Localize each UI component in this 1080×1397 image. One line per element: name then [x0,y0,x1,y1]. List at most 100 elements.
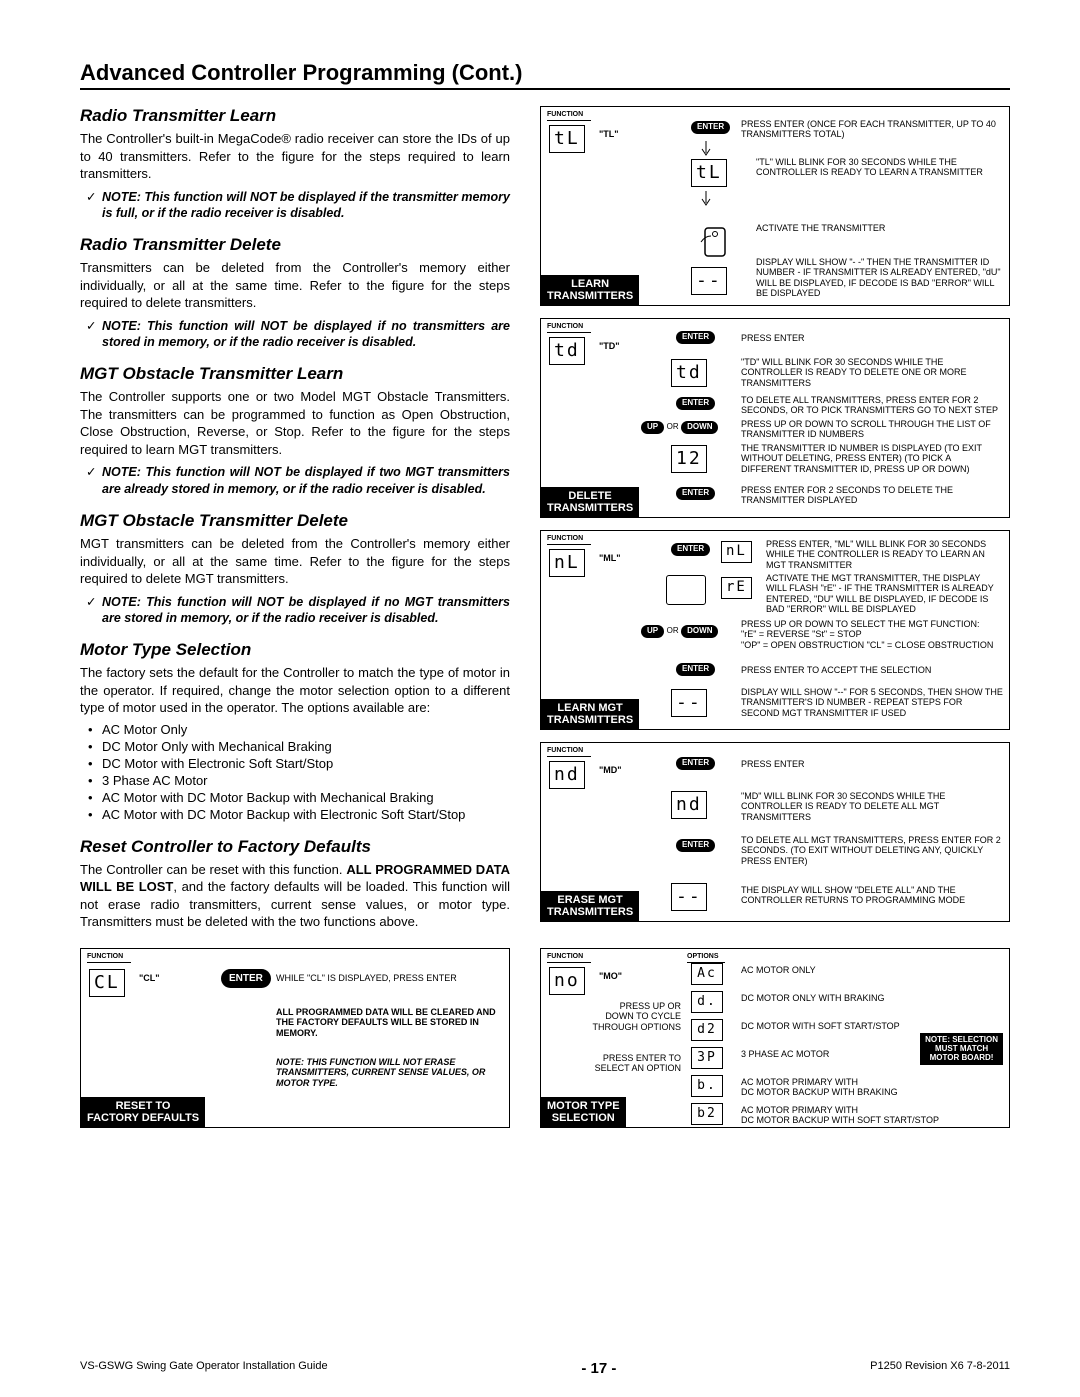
enter-pill: ENTER [671,543,710,556]
function-label: FUNCTION [547,953,591,963]
motor-opt-label: AC MOTOR PRIMARY WITH DC MOTOR BACKUP WI… [741,1105,1003,1126]
del-t4: PRESS UP OR DOWN TO SCROLL THROUGH THE L… [741,419,1003,440]
learn-t1: PRESS ENTER (ONCE FOR EACH TRANSMITTER, … [741,119,1003,140]
seg-ml-2: nL [721,541,752,563]
function-label: FUNCTION [547,111,591,121]
code-mo: "MO" [599,971,622,981]
enter-pill: ENTER [676,331,715,344]
page-title: Advanced Controller Programming (Cont.) [80,60,1010,90]
seg-md-2: nd [671,791,707,819]
code-td: "TD" [599,341,620,351]
enter-pill: ENTER [221,969,271,988]
bottom-row: FUNCTION CL "CL" ENTER WHILE "CL" IS DIS… [80,948,1010,1140]
rtl-head: Radio Transmitter Learn [80,106,510,126]
motl-note: NOTE: This function will NOT be displaye… [80,464,510,497]
bullet: AC Motor with DC Motor Backup with Elect… [102,806,510,823]
motor-opt-seg: b2 [691,1103,723,1125]
motor-opt-seg: 3P [691,1047,723,1069]
code-tl: "TL" [599,129,619,139]
up-pill: UP [641,625,664,638]
bullet: 3 Phase AC Motor [102,772,510,789]
enter-pill: ENTER [676,757,715,770]
seg-cl: CL [89,969,125,997]
seg-md: nd [549,761,585,789]
seg-re: rE [721,577,752,599]
footer-left: VS-GSWG Swing Gate Operator Installation… [80,1360,328,1377]
motor-opt-label: DC MOTOR ONLY WITH BRAKING [741,993,1003,1003]
motor-notebox: NOTE: SELECTION MUST MATCH MOTOR BOARD! [920,1033,1003,1065]
bullet: AC Motor with DC Motor Backup with Mecha… [102,789,510,806]
function-label: FUNCTION [547,747,591,757]
seg-td: td [549,337,585,365]
delete-panel: FUNCTION td "TD" ENTER PRESS ENTER td "T… [540,318,1010,518]
rtd-note: NOTE: This function will NOT be displaye… [80,318,510,351]
del-t2: "TD" WILL BLINK FOR 30 SECONDS WHILE THE… [741,357,1003,388]
seg-dash: -- [671,883,707,911]
delete-tab: DELETE TRANSMITTERS [541,487,639,517]
seg-tl: tL [549,125,585,153]
up-pill: UP [641,421,664,434]
reset-t3: NOTE: THIS FUNCTION WILL NOT ERASE TRANS… [276,1057,501,1088]
del-t6: PRESS ENTER FOR 2 SECONDS TO DELETE THE … [741,485,1003,506]
hand-icon [691,212,741,262]
learn-t2: "TL" WILL BLINK FOR 30 SECONDS WHILE THE… [756,157,1003,178]
seg-id: 12 [671,445,707,473]
del-t1: PRESS ENTER [741,333,1003,343]
function-label: FUNCTION [87,953,131,963]
enter-pill: ENTER [691,121,730,134]
learn-tab: LEARN TRANSMITTERS [541,275,639,305]
motor-opt-seg: d. [691,991,723,1013]
bullet: DC Motor with Electronic Soft Start/Stop [102,755,510,772]
footer-right: P1250 Revision X6 7-8-2011 [870,1360,1010,1377]
reset-panel: FUNCTION CL "CL" ENTER WHILE "CL" IS DIS… [80,948,510,1128]
enter-pill: ENTER [676,487,715,500]
mts-head: Motor Type Selection [80,640,510,660]
mgtlearn-tab: LEARN MGT TRANSMITTERS [541,699,639,729]
left-column: Radio Transmitter Learn The Controller's… [80,106,510,934]
mgt-device-icon [666,575,706,605]
rtd-head: Radio Transmitter Delete [80,235,510,255]
mgtl-t5: DISPLAY WILL SHOW "--" FOR 5 SECONDS, TH… [741,687,1003,718]
reset-t2: ALL PROGRAMMED DATA WILL BE CLEARED AND … [276,1007,501,1038]
motd-body: MGT transmitters can be deleted from the… [80,535,510,588]
code-cl: "CL" [139,973,160,983]
motd-note: NOTE: This function will NOT be displaye… [80,594,510,627]
motor-opt-label: AC MOTOR PRIMARY WITH DC MOTOR BACKUP WI… [741,1077,1003,1098]
mgtl-t2: ACTIVATE THE MGT TRANSMITTER, THE DISPLA… [766,573,1003,614]
bottom-left: FUNCTION CL "CL" ENTER WHILE "CL" IS DIS… [80,948,510,1140]
del-t3: TO DELETE ALL TRANSMITTERS, PRESS ENTER … [741,395,1003,416]
bullet: AC Motor Only [102,721,510,738]
bottom-right: FUNCTION OPTIONS no "MO" PRESS UP OR DOW… [540,948,1010,1140]
motl-body: The Controller supports one or two Model… [80,388,510,458]
mo-t1: PRESS UP OR DOWN TO CYCLE THROUGH OPTION… [591,1001,681,1032]
right-column: FUNCTION tL "TL" ENTER PRESS ENTER (ONCE… [540,106,1010,934]
motor-panel: FUNCTION OPTIONS no "MO" PRESS UP OR DOW… [540,948,1010,1128]
function-label: FUNCTION [547,323,591,333]
mgte-t1: PRESS ENTER [741,759,1003,769]
del-t5: THE TRANSMITTER ID NUMBER IS DISPLAYED (… [741,443,1003,474]
seg-ml: nL [549,549,585,577]
mts-bullets: AC Motor Only DC Motor Only with Mechani… [80,721,510,823]
mgte-t3: TO DELETE ALL MGT TRANSMITTERS, PRESS EN… [741,835,1003,866]
or-label: OR [667,422,679,431]
seg-td-2: td [671,359,707,387]
motor-tab: MOTOR TYPE SELECTION [541,1097,626,1127]
enter-pill: ENTER [676,663,715,676]
mgte-t4: THE DISPLAY WILL SHOW "DELETE ALL" AND T… [741,885,1003,906]
bullet: DC Motor Only with Mechanical Braking [102,738,510,755]
mo-t2: PRESS ENTER TO SELECT AN OPTION [591,1053,681,1074]
motor-opt-label: DC MOTOR WITH SOFT START/STOP [741,1021,1003,1031]
mgte-t2: "MD" WILL BLINK FOR 30 SECONDS WHILE THE… [741,791,1003,822]
mgtl-t3: PRESS UP OR DOWN TO SELECT THE MGT FUNCT… [741,619,1003,650]
seg-mo: no [549,967,585,995]
enter-pill: ENTER [676,839,715,852]
page-number: - 17 - [581,1360,616,1377]
learn-t4: DISPLAY WILL SHOW "- -" THEN THE TRANSMI… [756,257,1003,298]
mts-body: The factory sets the default for the Con… [80,664,510,717]
footer: VS-GSWG Swing Gate Operator Installation… [80,1360,1010,1377]
motor-opt-seg: d2 [691,1019,723,1041]
enter-pill: ENTER [676,397,715,410]
motor-opt-seg: Ac [691,963,723,985]
reset-head: Reset Controller to Factory Defaults [80,837,510,857]
rtl-note: NOTE: This function will NOT be displaye… [80,189,510,222]
